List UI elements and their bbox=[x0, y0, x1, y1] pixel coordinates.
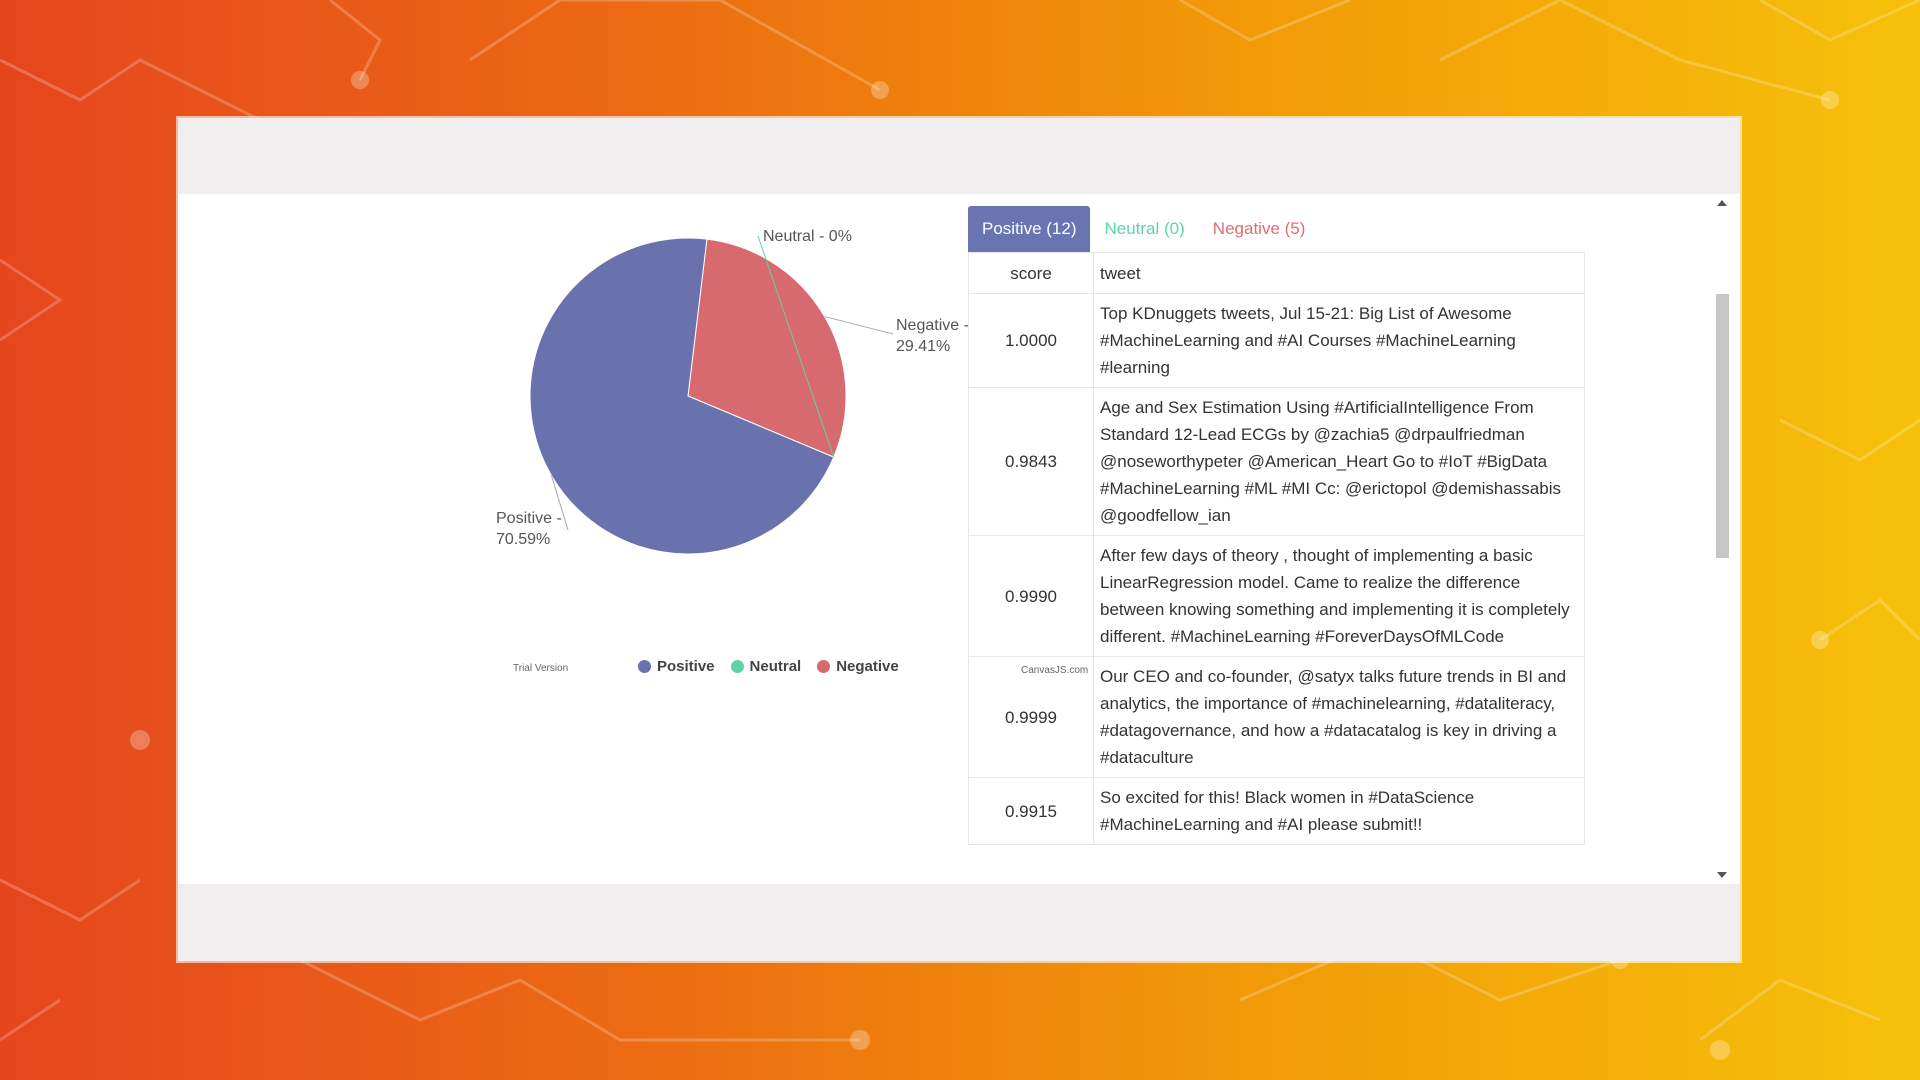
chart-legend: Positive Neutral Negative bbox=[638, 654, 899, 678]
scroll-down-arrow-icon[interactable] bbox=[1717, 872, 1727, 878]
legend-label: Positive bbox=[657, 657, 715, 675]
pie-label-connector bbox=[824, 316, 894, 335]
column-header-score: score bbox=[968, 252, 1094, 294]
app-window: Neutral - 0% Negative - 29.41% Positive … bbox=[178, 118, 1740, 961]
legend-item-positive[interactable]: Positive bbox=[638, 658, 715, 675]
score-cell: 0.9999 bbox=[968, 656, 1094, 778]
tab-neutral[interactable]: Neutral (0) bbox=[1104, 219, 1185, 238]
tweet-cell: Age and Sex Estimation Using #Artificial… bbox=[1093, 387, 1585, 536]
table-row: 0.9843 Age and Sex Estimation Using #Art… bbox=[968, 387, 1585, 536]
tweet-cell: Top KDnuggets tweets, Jul 15-21: Big Lis… bbox=[1093, 293, 1585, 388]
table-row: 0.9990 After few days of theory , though… bbox=[968, 535, 1585, 657]
tab-positive[interactable]: Positive (12) bbox=[968, 206, 1091, 252]
legend-dot-positive-icon bbox=[638, 659, 651, 673]
pie-label-connector bbox=[550, 475, 569, 531]
table-row: 1.0000 Top KDnuggets tweets, Jul 15-21: … bbox=[968, 293, 1585, 388]
vertical-scrollbar[interactable] bbox=[1714, 194, 1730, 884]
score-cell: 0.9990 bbox=[968, 535, 1094, 657]
score-cell: 0.9843 bbox=[968, 387, 1094, 536]
window-bottom-bar bbox=[178, 884, 1740, 961]
legend-dot-neutral-icon bbox=[730, 659, 744, 673]
sentiment-chart: Neutral - 0% Negative - 29.41% Positive … bbox=[318, 194, 1108, 884]
legend-label: Neutral bbox=[749, 657, 802, 675]
pie-label-neutral: Neutral - 0% bbox=[763, 228, 852, 245]
trial-version-text: Trial Version bbox=[513, 663, 569, 674]
tweets-panel: Positive (12) Neutral (0) Negative (5) s… bbox=[968, 194, 1688, 884]
legend-dot-negative-icon bbox=[817, 659, 831, 673]
scrollbar-thumb[interactable] bbox=[1716, 294, 1729, 558]
scroll-up-arrow-icon[interactable] bbox=[1717, 200, 1727, 206]
tweet-cell: After few days of theory , thought of im… bbox=[1093, 535, 1585, 657]
score-cell: 0.9915 bbox=[968, 777, 1094, 845]
table-header-row: score tweet bbox=[968, 252, 1585, 294]
legend-label: Negative bbox=[836, 657, 899, 675]
pie-label-negative: Negative - 29.41% bbox=[896, 317, 973, 355]
tweets-table: score tweet 1.0000 Top KDnuggets tweets,… bbox=[968, 252, 1585, 845]
legend-item-neutral[interactable]: Neutral bbox=[730, 657, 802, 675]
score-cell: 1.0000 bbox=[968, 293, 1094, 388]
sentiment-tabs: Positive (12) Neutral (0) Negative (5) bbox=[968, 206, 1319, 252]
tweet-cell: Our CEO and co-founder, @satyx talks fut… bbox=[1093, 656, 1585, 778]
tab-negative[interactable]: Negative (5) bbox=[1212, 219, 1306, 238]
pie-slice-positive[interactable] bbox=[529, 237, 835, 555]
table-row: 0.9999 Our CEO and co-founder, @satyx ta… bbox=[968, 656, 1585, 778]
pie-label-positive: Positive - 70.59% bbox=[496, 510, 566, 548]
table-row: 0.9915 So excited for this! Black women … bbox=[968, 777, 1585, 845]
pie-label-connector bbox=[757, 235, 835, 458]
tweet-cell: So excited for this! Black women in #Dat… bbox=[1093, 777, 1585, 845]
column-header-tweet: tweet bbox=[1093, 252, 1585, 294]
pie-chart: Neutral - 0% Negative - 29.41% Positive … bbox=[496, 228, 973, 555]
legend-item-negative[interactable]: Negative bbox=[817, 658, 899, 675]
main-content: Neutral - 0% Negative - 29.41% Positive … bbox=[178, 194, 1740, 884]
window-top-bar bbox=[178, 118, 1740, 194]
